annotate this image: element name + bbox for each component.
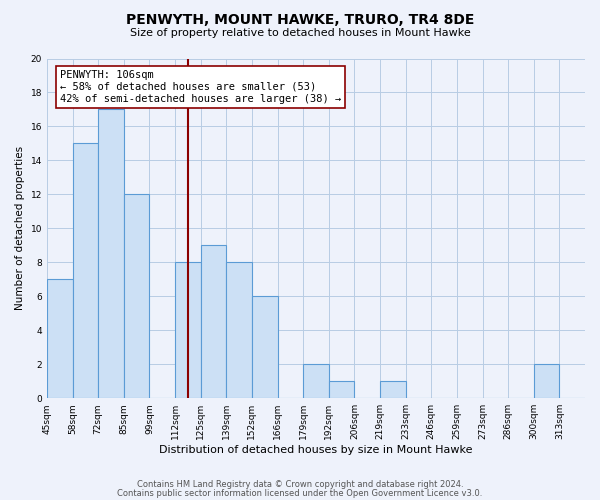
Bar [200,246,226,398]
X-axis label: Distribution of detached houses by size in Mount Hawke: Distribution of detached houses by size … [159,445,473,455]
Text: Size of property relative to detached houses in Mount Hawke: Size of property relative to detached ho… [130,28,470,38]
Text: Contains HM Land Registry data © Crown copyright and database right 2024.: Contains HM Land Registry data © Crown c… [137,480,463,489]
Bar [380,381,406,398]
Bar [73,144,98,398]
Bar [98,110,124,398]
Text: Contains public sector information licensed under the Open Government Licence v3: Contains public sector information licen… [118,488,482,498]
Bar [329,381,355,398]
Bar [252,296,278,398]
Bar [226,262,252,398]
Text: PENWYTH: 106sqm
← 58% of detached houses are smaller (53)
42% of semi-detached h: PENWYTH: 106sqm ← 58% of detached houses… [60,70,341,104]
Y-axis label: Number of detached properties: Number of detached properties [15,146,25,310]
Bar [124,194,149,398]
Bar [303,364,329,398]
Bar [47,280,73,398]
Text: PENWYTH, MOUNT HAWKE, TRURO, TR4 8DE: PENWYTH, MOUNT HAWKE, TRURO, TR4 8DE [126,12,474,26]
Bar [534,364,559,398]
Bar [175,262,200,398]
